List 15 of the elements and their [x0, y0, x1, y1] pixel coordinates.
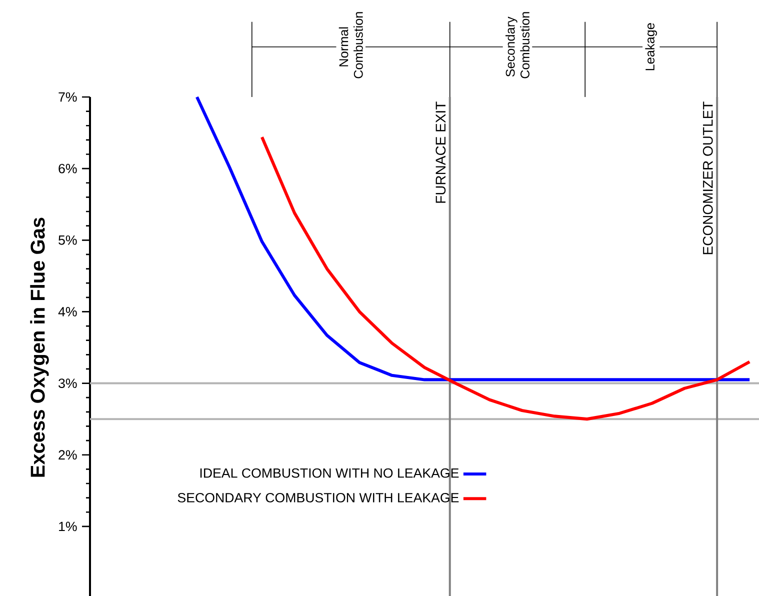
y-tick-label: 2% [58, 450, 77, 460]
y-tick-label: 4% [58, 307, 77, 316]
y-axis-title: Excess Oxygen in Flue Gas [30, 218, 49, 477]
y-tick-label: 3% [58, 378, 77, 388]
y-tick-label: 6% [58, 164, 77, 174]
legend-label: SECONDARY COMBUSTION WITH LEAKAGE [178, 492, 459, 502]
legend-label: IDEAL COMBUSTION WITH NO LEAKAGE [200, 468, 459, 478]
annotation: ECONOMIZER OUTLET [702, 102, 713, 254]
text: Leakage [645, 23, 657, 70]
y-tick-label: 5% [58, 235, 77, 245]
y-tick-label: 1% [59, 522, 77, 532]
y-tick-label: 7% [58, 92, 77, 102]
annotation: FURNACE EXIT [436, 102, 446, 203]
text: Normal Combustion [338, 12, 363, 78]
text: Secondary Combustion [505, 12, 530, 78]
